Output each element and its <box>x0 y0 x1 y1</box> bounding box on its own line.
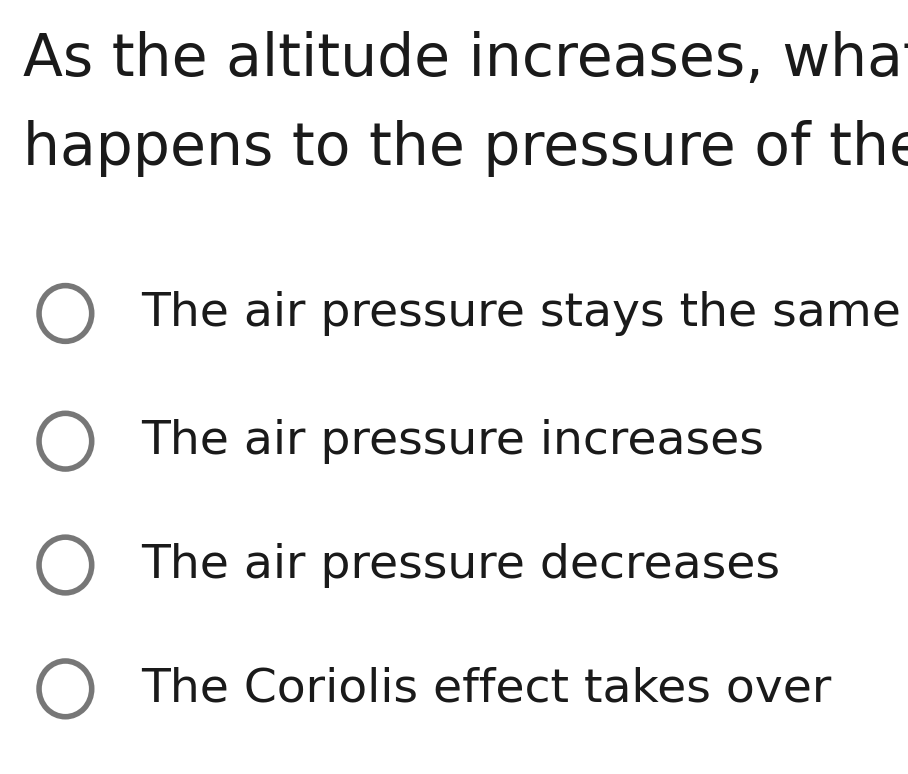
Text: The air pressure decreases: The air pressure decreases <box>141 543 780 587</box>
Text: The air pressure increases: The air pressure increases <box>141 419 764 464</box>
Text: As the altitude increases, what: As the altitude increases, what <box>23 31 908 88</box>
Text: happens to the pressure of the air?: happens to the pressure of the air? <box>23 120 908 177</box>
Text: The air pressure stays the same: The air pressure stays the same <box>141 291 901 336</box>
Text: The Coriolis effect takes over: The Coriolis effect takes over <box>141 666 831 711</box>
